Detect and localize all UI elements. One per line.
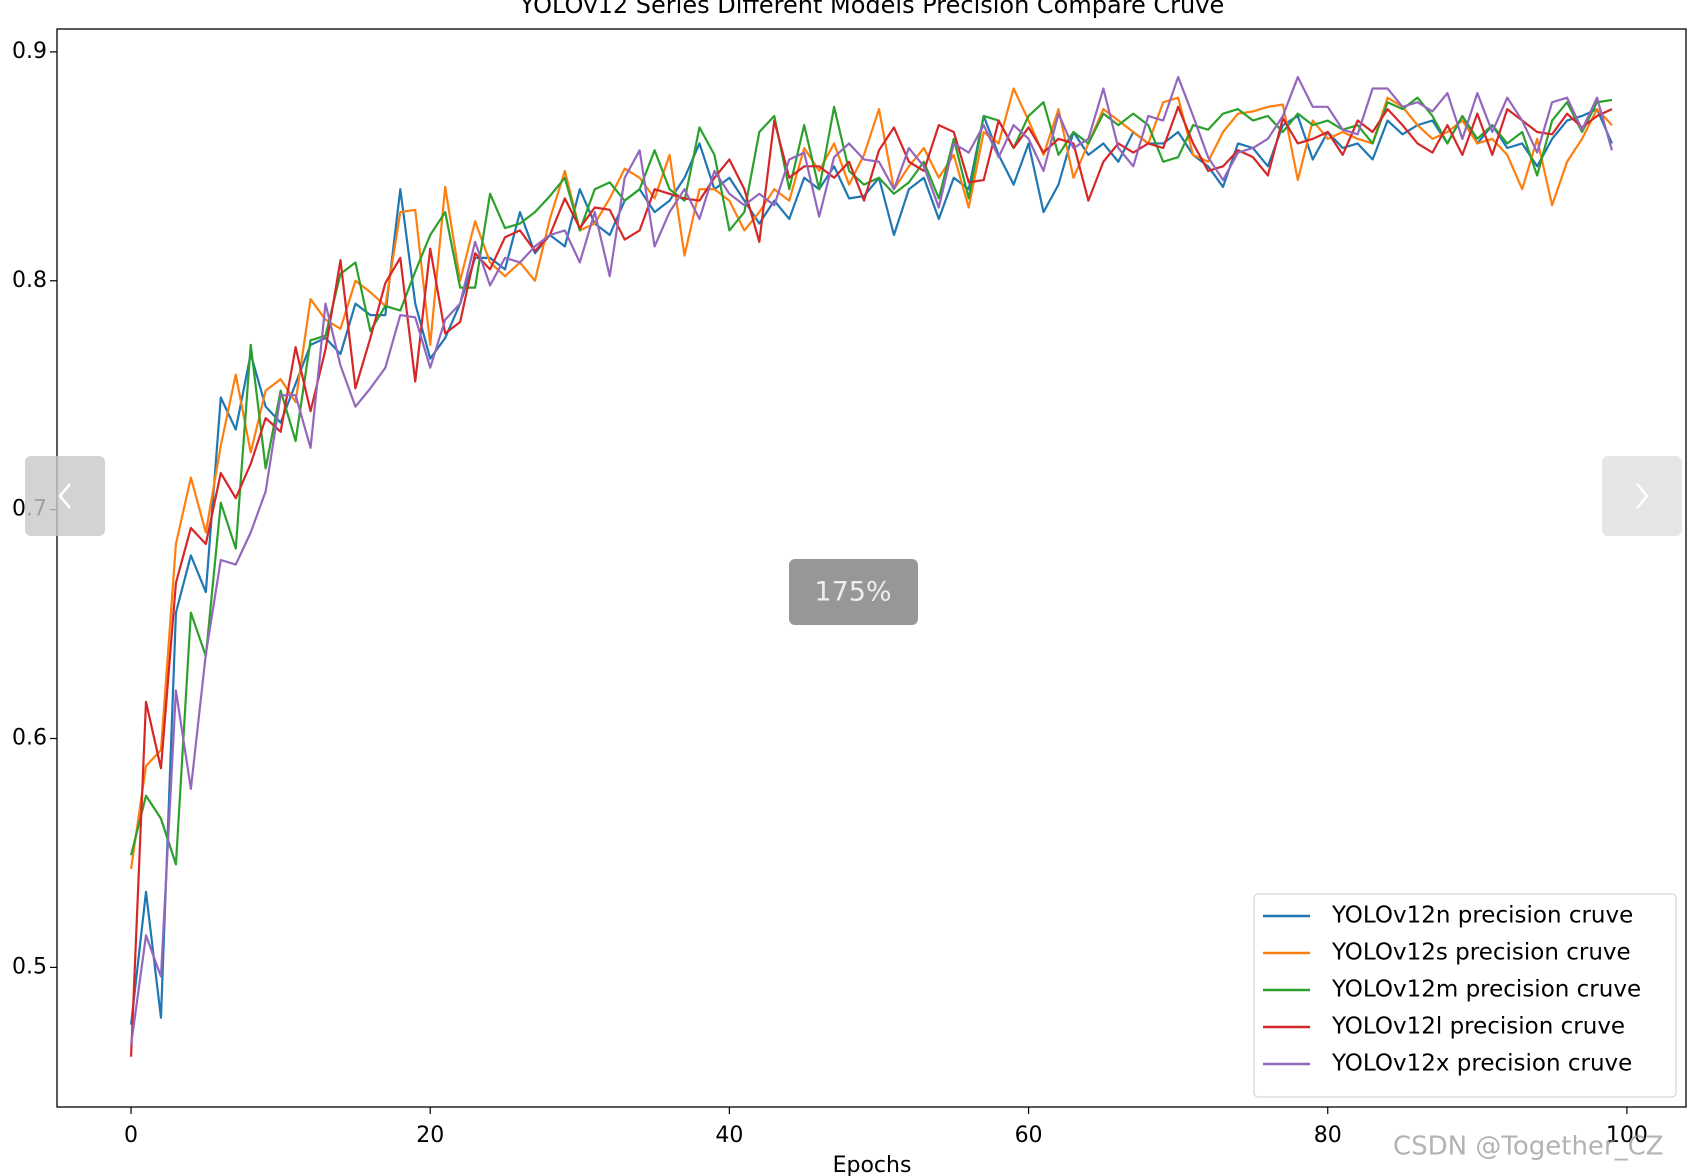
next-button-bg[interactable] [1602, 456, 1682, 536]
legend-label: YOLOv12m precision cruve [1331, 977, 1641, 1003]
x-tick-label: 40 [715, 1123, 743, 1148]
x-tick-label: 20 [416, 1123, 444, 1148]
x-tick-label: 60 [1015, 1123, 1043, 1148]
series-line [129, 105, 1613, 1057]
series-line [129, 75, 1614, 1046]
zoom-level: 175% [814, 577, 891, 608]
prev-icon[interactable] [58, 483, 71, 509]
legend-label: YOLOv12s precision cruve [1331, 940, 1631, 966]
watermark: CSDN @Together_CZ [1393, 1132, 1664, 1162]
axes-frame [56, 28, 1687, 1108]
y-tick-label: 0.6 [12, 726, 47, 751]
x-tick-label: 0 [124, 1123, 138, 1148]
y-tick-label: 0.5 [12, 954, 47, 979]
prev-button-bg[interactable] [25, 456, 105, 536]
series-line [129, 96, 1613, 866]
legend-label: YOLOv12n precision cruve [1331, 903, 1633, 929]
series-line [129, 87, 1613, 870]
chart-title: YOLOv12 Series Different Models Precisio… [519, 0, 1224, 19]
legend-box [1253, 893, 1677, 1098]
legend-label: YOLOv12x precision cruve [1331, 1051, 1632, 1077]
legend: YOLOv12n precision cruve YOLOv12s precisi… [1253, 893, 1677, 1098]
prev-button[interactable] [25, 456, 105, 536]
x-axis-label: Epochs [833, 1153, 912, 1176]
next-icon[interactable] [1636, 483, 1649, 509]
legend-label: YOLOv12l precision cruve [1331, 1014, 1625, 1040]
x-tick-label: 80 [1314, 1123, 1342, 1148]
y-tick-label: 0.9 [12, 39, 47, 64]
zoom-badge [789, 559, 918, 625]
next-button[interactable] [1602, 456, 1682, 536]
y-tick-label: 0.8 [12, 268, 47, 293]
x-tick-label: 100 [1606, 1123, 1648, 1148]
series-line [129, 108, 1613, 1025]
